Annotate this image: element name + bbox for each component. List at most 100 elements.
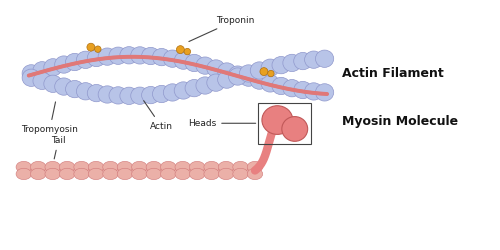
Ellipse shape [74, 161, 90, 173]
Ellipse shape [262, 106, 293, 134]
Ellipse shape [120, 87, 138, 104]
Text: Actin: Actin [144, 101, 172, 130]
Ellipse shape [60, 161, 75, 173]
Ellipse shape [142, 47, 160, 65]
Ellipse shape [228, 68, 247, 85]
Ellipse shape [282, 116, 308, 141]
Ellipse shape [283, 80, 301, 97]
Ellipse shape [130, 47, 149, 64]
Ellipse shape [316, 50, 334, 68]
Ellipse shape [132, 168, 147, 180]
Ellipse shape [54, 78, 73, 95]
Ellipse shape [152, 48, 170, 66]
Ellipse shape [261, 75, 280, 92]
Ellipse shape [283, 54, 301, 72]
Text: Actin Filament: Actin Filament [342, 66, 444, 80]
Ellipse shape [176, 46, 184, 54]
Ellipse shape [76, 51, 94, 68]
Ellipse shape [272, 56, 290, 74]
Ellipse shape [22, 65, 40, 82]
Ellipse shape [248, 168, 262, 180]
Ellipse shape [132, 161, 147, 173]
Ellipse shape [88, 84, 106, 102]
Ellipse shape [22, 69, 40, 86]
Text: Tropomyosin: Tropomyosin [22, 102, 78, 134]
Ellipse shape [164, 50, 182, 67]
Ellipse shape [120, 47, 138, 64]
Ellipse shape [268, 70, 274, 77]
Ellipse shape [74, 168, 90, 180]
Ellipse shape [45, 161, 60, 173]
Ellipse shape [109, 87, 128, 104]
Ellipse shape [94, 46, 101, 52]
Ellipse shape [250, 62, 268, 79]
Ellipse shape [66, 53, 84, 71]
Ellipse shape [164, 84, 182, 101]
Ellipse shape [117, 161, 132, 173]
Ellipse shape [248, 161, 262, 173]
Ellipse shape [294, 82, 312, 99]
Ellipse shape [316, 84, 334, 101]
Ellipse shape [109, 47, 128, 64]
Ellipse shape [88, 161, 104, 173]
Ellipse shape [76, 83, 94, 100]
Ellipse shape [174, 82, 193, 99]
Ellipse shape [261, 59, 280, 76]
Ellipse shape [87, 43, 95, 51]
Ellipse shape [16, 168, 32, 180]
Ellipse shape [240, 65, 258, 82]
Ellipse shape [146, 161, 162, 173]
Ellipse shape [142, 86, 160, 104]
Ellipse shape [45, 168, 60, 180]
Ellipse shape [207, 74, 225, 91]
Ellipse shape [204, 168, 220, 180]
Ellipse shape [98, 86, 116, 103]
Ellipse shape [130, 87, 149, 104]
Ellipse shape [304, 51, 323, 68]
Ellipse shape [30, 168, 46, 180]
Ellipse shape [152, 85, 170, 103]
Ellipse shape [44, 59, 62, 76]
Ellipse shape [146, 168, 162, 180]
Ellipse shape [175, 168, 190, 180]
Ellipse shape [260, 68, 268, 76]
Ellipse shape [33, 62, 51, 79]
Ellipse shape [233, 161, 248, 173]
Ellipse shape [175, 161, 190, 173]
Ellipse shape [304, 83, 323, 100]
Ellipse shape [185, 80, 204, 97]
Ellipse shape [174, 52, 193, 69]
Ellipse shape [218, 161, 234, 173]
Ellipse shape [103, 161, 118, 173]
Ellipse shape [16, 161, 32, 173]
Ellipse shape [240, 69, 258, 86]
Ellipse shape [98, 48, 116, 65]
Ellipse shape [33, 72, 51, 90]
Ellipse shape [66, 80, 84, 98]
Ellipse shape [190, 161, 205, 173]
Ellipse shape [44, 75, 62, 92]
Ellipse shape [103, 168, 118, 180]
Ellipse shape [88, 168, 104, 180]
Ellipse shape [54, 56, 73, 73]
Ellipse shape [30, 161, 46, 173]
Ellipse shape [60, 168, 75, 180]
Ellipse shape [272, 77, 290, 94]
Text: Myosin Molecule: Myosin Molecule [342, 114, 458, 128]
Ellipse shape [160, 168, 176, 180]
Ellipse shape [233, 168, 248, 180]
Ellipse shape [196, 77, 214, 94]
Ellipse shape [204, 161, 220, 173]
Ellipse shape [185, 54, 204, 72]
Ellipse shape [117, 168, 132, 180]
Ellipse shape [207, 60, 225, 77]
Text: Heads: Heads [188, 119, 256, 128]
Ellipse shape [250, 72, 268, 89]
Text: Troponin: Troponin [189, 16, 254, 42]
Ellipse shape [160, 161, 176, 173]
Ellipse shape [218, 63, 236, 80]
Ellipse shape [218, 71, 236, 88]
Ellipse shape [228, 66, 247, 83]
Ellipse shape [190, 168, 205, 180]
Ellipse shape [196, 57, 214, 74]
